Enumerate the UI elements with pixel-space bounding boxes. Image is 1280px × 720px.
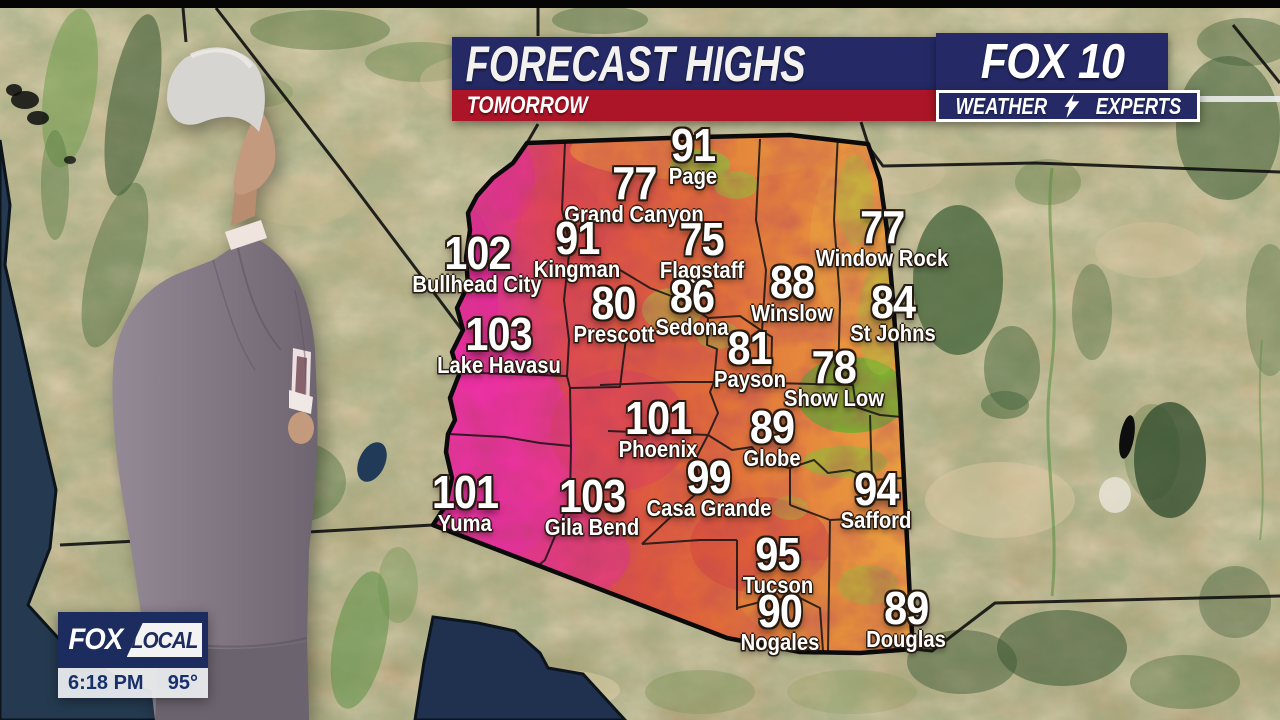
current-temp: 95° bbox=[167, 671, 198, 694]
tomorrow-banner: TOMORROW bbox=[452, 90, 936, 121]
rivers-and-lakes bbox=[6, 84, 1264, 597]
letterbox-top-bar bbox=[0, 0, 1280, 8]
weather-presenter bbox=[112, 47, 318, 720]
clock-time: 6:18 PM bbox=[68, 671, 144, 694]
bug-local-plate: LOCAL bbox=[126, 623, 202, 657]
county-lines bbox=[447, 135, 912, 652]
terrain-patches bbox=[41, 6, 1280, 714]
fox10-logo: FOX 10 bbox=[936, 33, 1168, 90]
gulf-of-california bbox=[413, 615, 628, 720]
banner-title: FORECAST HIGHS bbox=[465, 35, 806, 92]
station-name: FOX 10 bbox=[980, 34, 1124, 89]
badge-tail-line bbox=[1200, 96, 1280, 102]
presenter-figure bbox=[112, 47, 318, 720]
forecast-highs-banner: FORECAST HIGHS bbox=[452, 35, 936, 92]
lightning-bolt-icon bbox=[1064, 94, 1080, 118]
fox-local-logo: FOX LOCAL bbox=[58, 612, 208, 668]
banner-subtitle: TOMORROW bbox=[466, 91, 588, 119]
bug-fox-wordmark: FOX bbox=[68, 623, 123, 656]
time-temp-bar: 6:18 PM 95° bbox=[58, 668, 208, 698]
weather-experts-badge: WEATHER EXPERTS bbox=[936, 90, 1200, 122]
bug-local-wordmark: LOCAL bbox=[130, 626, 199, 653]
badge-text-experts: EXPERTS bbox=[1095, 92, 1182, 119]
fox-local-bug: FOX LOCAL 6:18 PM 95° bbox=[58, 612, 208, 698]
badge-text-weather: WEATHER bbox=[955, 92, 1048, 119]
